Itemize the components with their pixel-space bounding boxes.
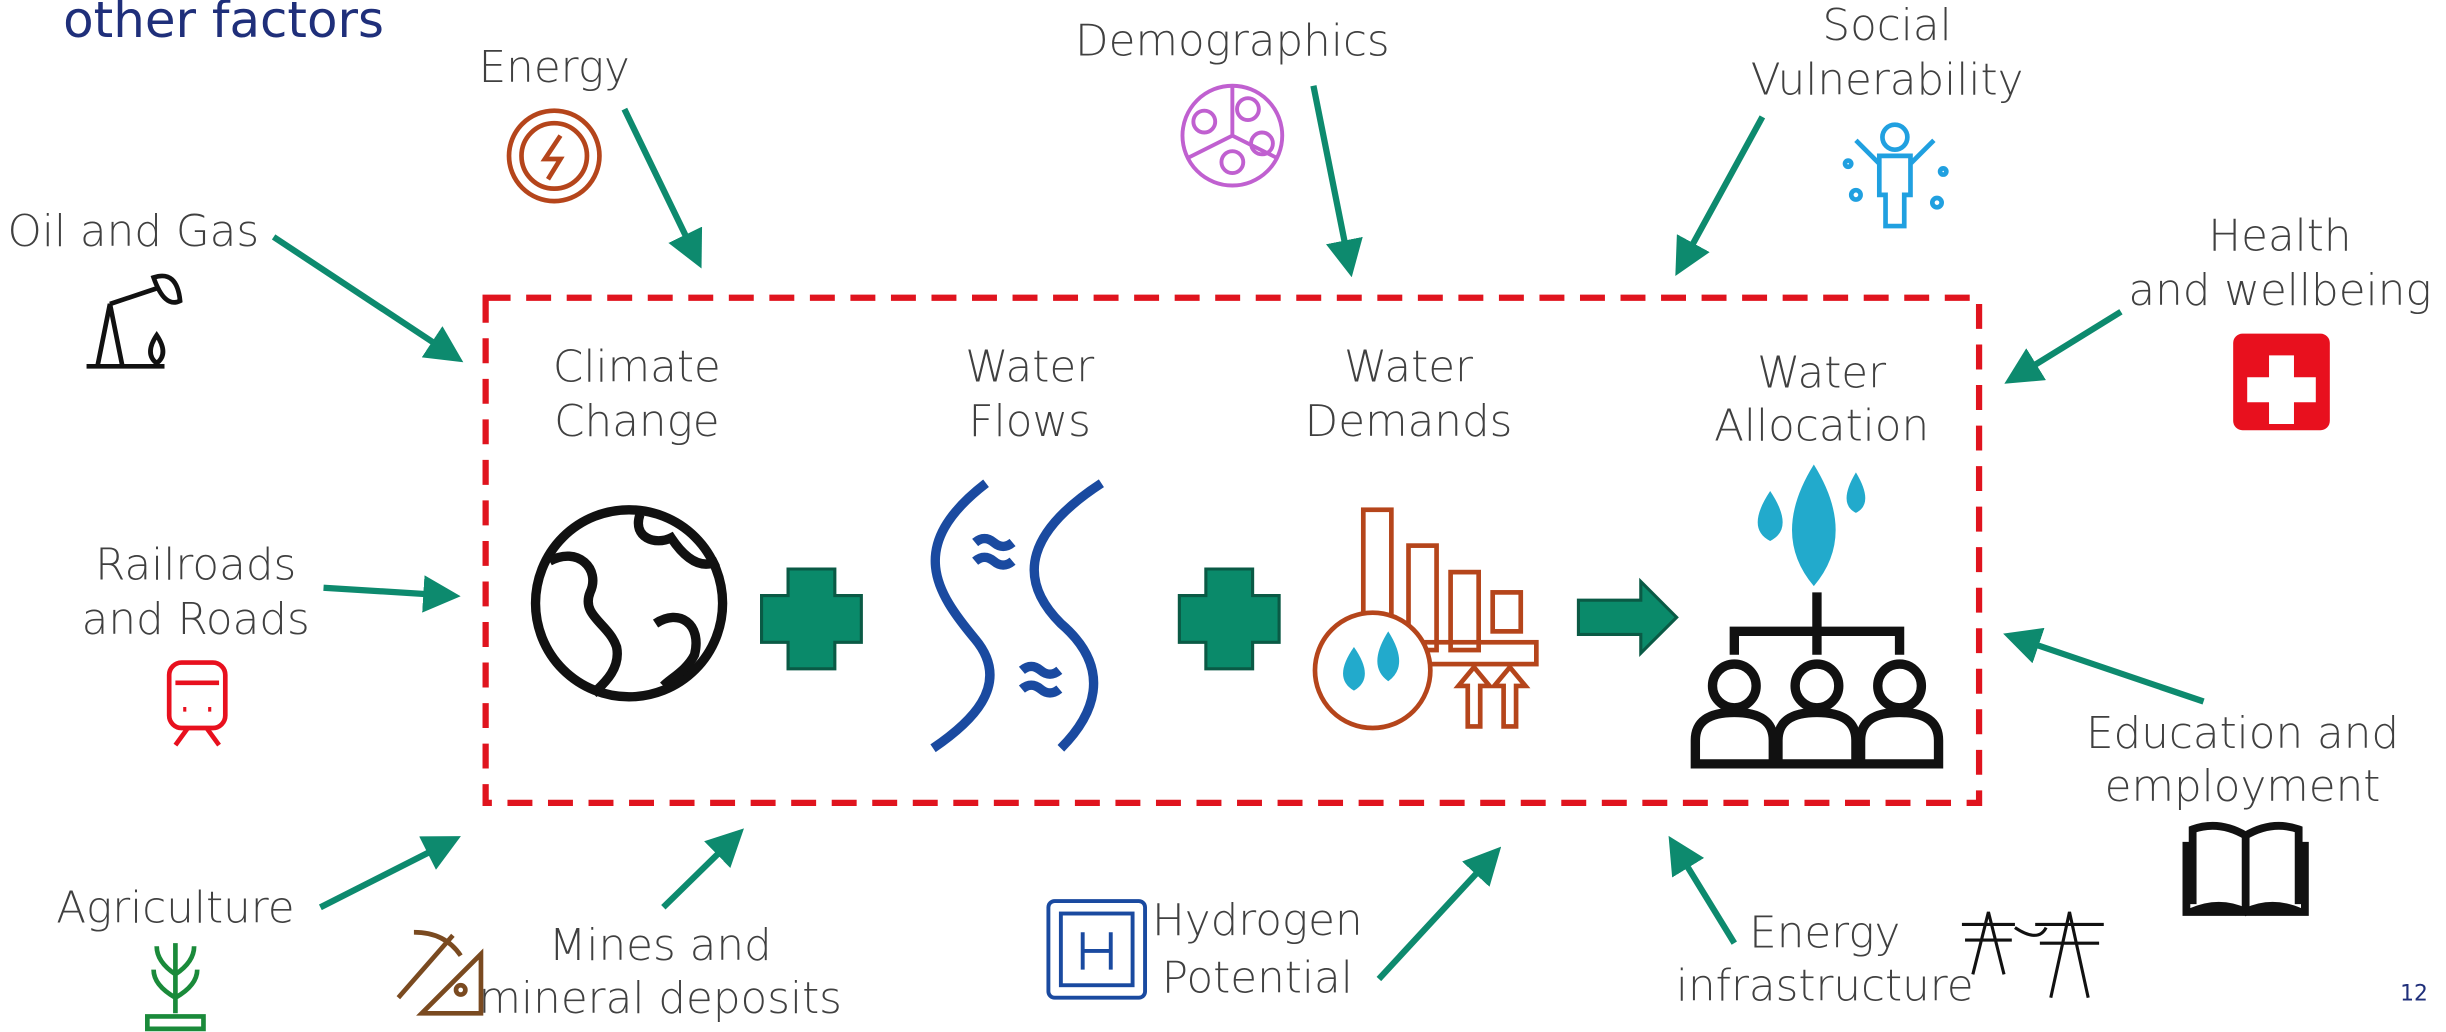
plus-icon	[1179, 569, 1279, 669]
core-label: Flows	[969, 396, 1091, 447]
factor-label: mineral deposits	[479, 973, 842, 1024]
title: other factors	[63, 0, 384, 49]
water-demands-icon	[1315, 510, 1536, 728]
arrow-icon	[1578, 581, 1676, 653]
core-label: Climate	[553, 341, 721, 392]
factor-label: employment	[2105, 761, 2381, 812]
factor-label: Health	[2208, 211, 2351, 262]
water-flows-icon	[933, 483, 1101, 748]
demographics-icon	[1182, 86, 1282, 186]
globe-icon	[536, 510, 723, 697]
core-label: Allocation	[1714, 401, 1929, 452]
hydrogen-icon	[1048, 901, 1145, 998]
factor-label: Energy	[1749, 907, 1900, 958]
slide: other factors 12 Climate Change Water Fl…	[0, 0, 2446, 1032]
core-label: Water	[1344, 341, 1473, 392]
agriculture-icon	[147, 943, 203, 1029]
core-label: Change	[554, 396, 720, 447]
oil-gas-icon	[87, 276, 181, 366]
factor-label: Demographics	[1075, 16, 1390, 67]
factor-label: Railroads	[95, 539, 296, 590]
factor-label: Agriculture	[56, 882, 294, 933]
mines-icon	[398, 932, 481, 1013]
factor-label: Vulnerability	[1751, 55, 2024, 106]
health-icon	[2233, 334, 2330, 431]
core-label: Water	[1757, 348, 1886, 399]
education-icon	[2186, 826, 2304, 912]
factor-label: and Roads	[82, 594, 310, 645]
core-label: Water	[965, 341, 1094, 392]
energy-infrastructure-icon	[1962, 912, 2104, 998]
factor-label: Mines and	[549, 920, 772, 971]
plus-icon	[762, 569, 862, 669]
factor-label: Potential	[1162, 953, 1353, 1004]
railroad-icon	[169, 663, 225, 746]
core-label: Demands	[1305, 396, 1513, 447]
factor-label: Energy	[479, 42, 630, 93]
factor-label: and wellbeing	[2128, 265, 2431, 316]
factor-label: Education and	[2086, 708, 2399, 759]
energy-icon	[509, 111, 599, 201]
water-allocation-icon	[1695, 465, 1938, 764]
factor-label: infrastructure	[1676, 960, 1974, 1011]
social-vulnerability-icon	[1845, 125, 1946, 226]
factor-label: Social	[1822, 0, 1951, 51]
factor-label: Oil and Gas	[7, 206, 259, 257]
page-number: 12	[2400, 982, 2428, 1007]
factor-label: Hydrogen	[1152, 895, 1363, 946]
